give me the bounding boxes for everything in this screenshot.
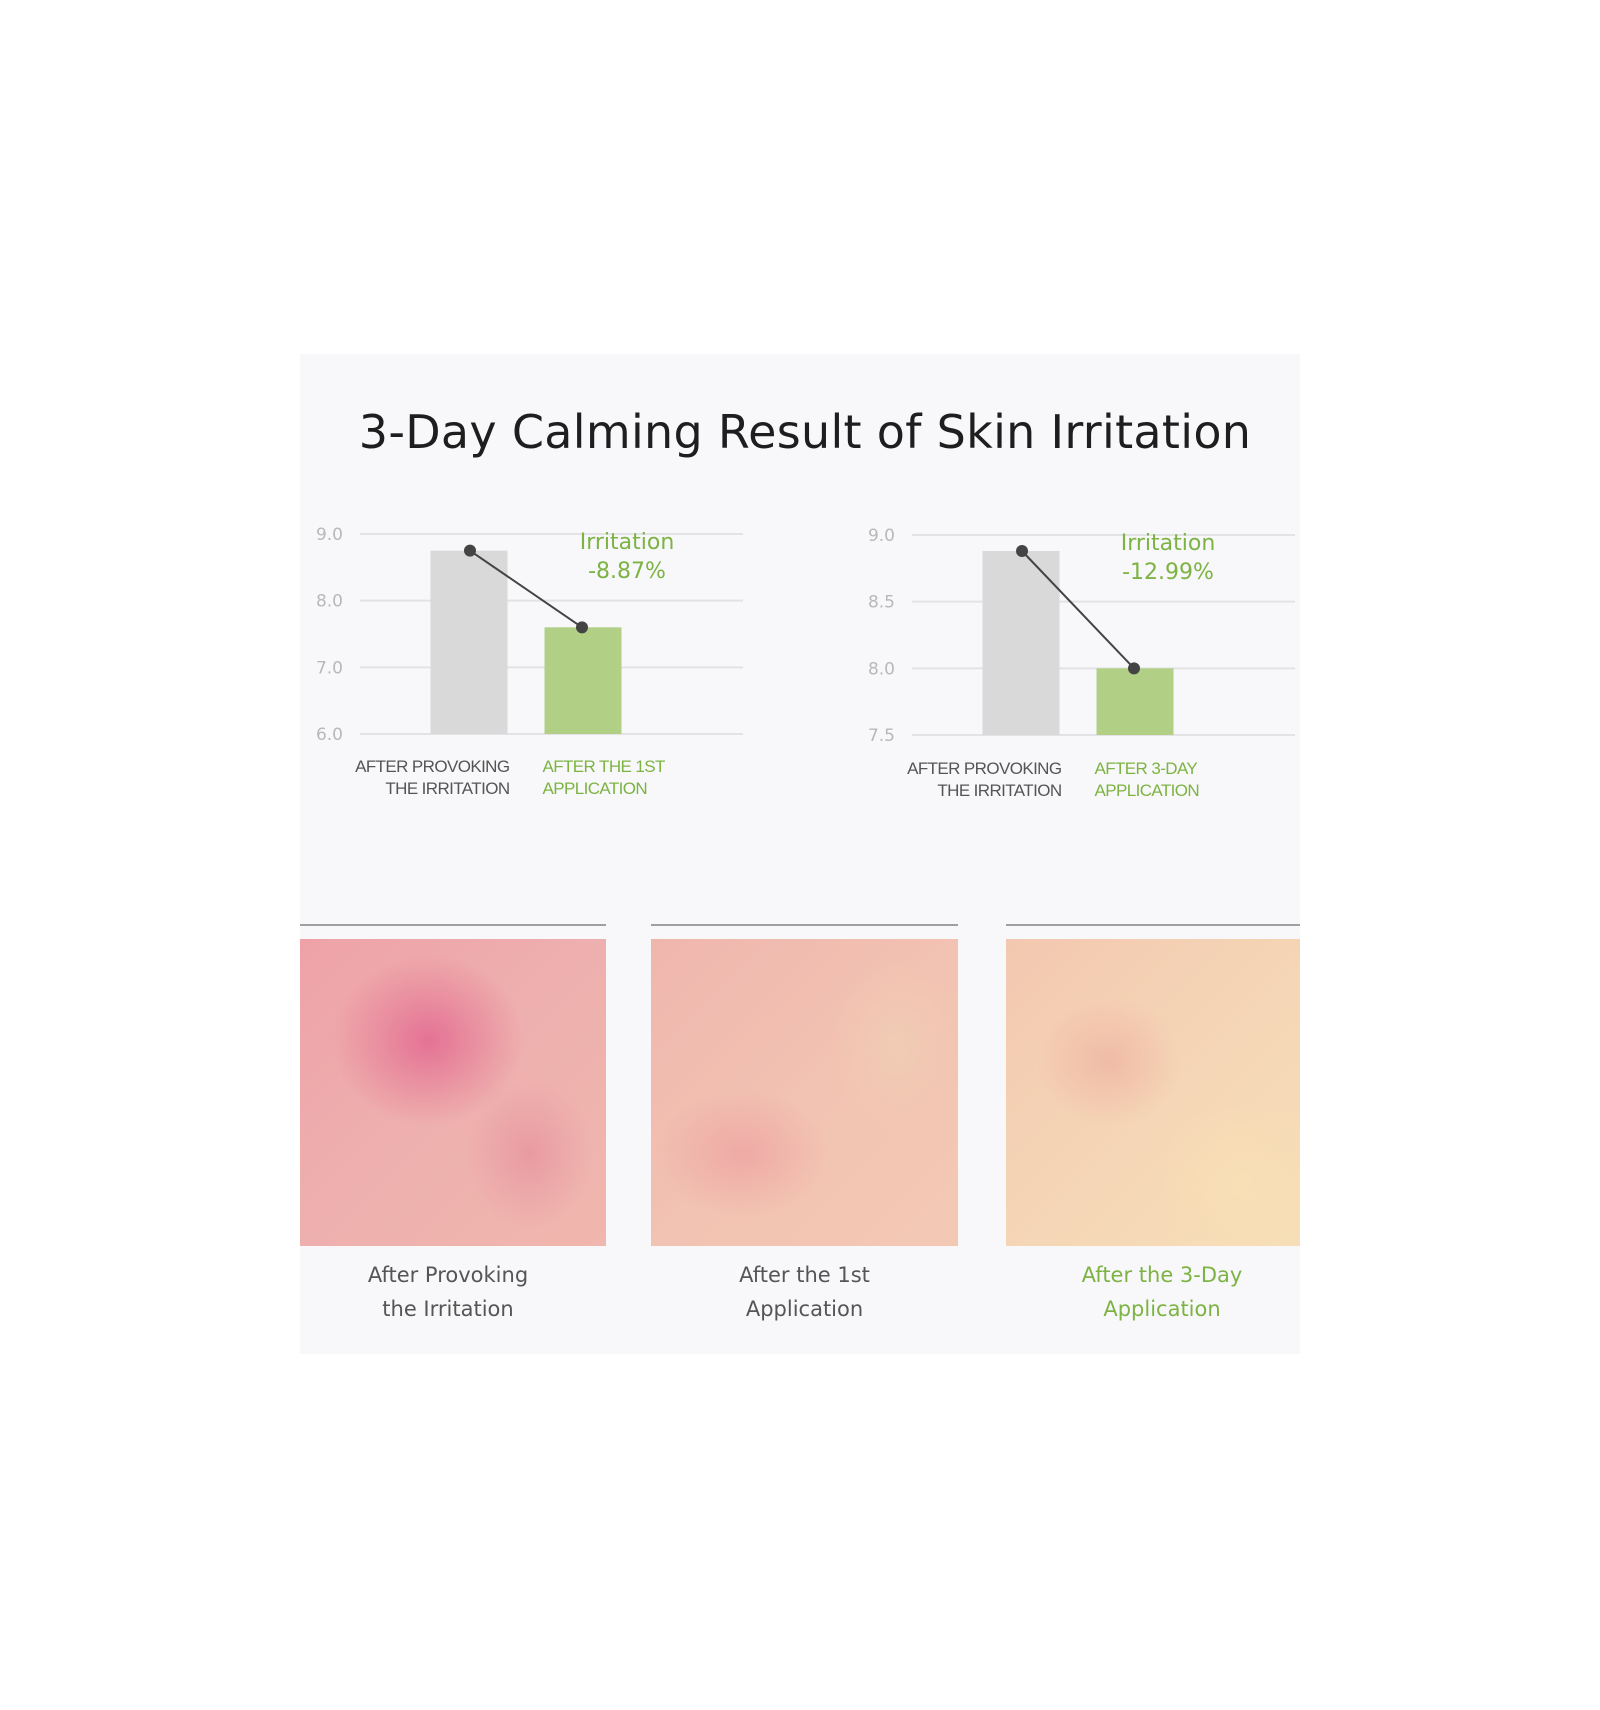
caption-line: Application (745, 1297, 864, 1321)
bar-baseline (430, 550, 508, 734)
x-category-label: AFTER THE 1ST (543, 757, 665, 776)
chart-3-day-application: 9.0 8.5 8.0 7.5 Irritation -12.99% AFTER PROVO… (868, 526, 1295, 800)
x-category-label: THE IRRITATION (937, 781, 1061, 800)
page-title: 3-Day Calming Result of Skin Irritation (358, 405, 1252, 459)
photo-caption: After Provoking the Irritation (300, 1258, 596, 1326)
photo-caption: After the 3-Day Application (1006, 1258, 1318, 1326)
bar-result (544, 627, 622, 734)
annotation-label: Irritation (580, 530, 675, 555)
x-category-label: AFTER PROVOKING (355, 757, 509, 776)
caption-line: After Provoking (367, 1263, 529, 1287)
divider (1006, 924, 1300, 926)
divider (300, 924, 606, 926)
chart-first-application: 9.0 8.0 7.0 6.0 Irritation -8.87% AFTER PROVOK… (316, 525, 743, 798)
skin-photo-after-1st (651, 939, 958, 1246)
divider (651, 924, 958, 926)
bar-result (1096, 668, 1174, 735)
bar-baseline (982, 551, 1060, 735)
y-tick-label: 8.0 (316, 592, 343, 612)
caption-line: After the 1st (739, 1263, 870, 1287)
y-tick-label: 9.0 (868, 526, 895, 546)
x-category-label: AFTER 3-DAY (1095, 759, 1198, 778)
y-tick-label: 6.0 (316, 725, 343, 745)
annotation-label: -8.87% (588, 559, 666, 584)
caption-line: After the 3-Day (1081, 1263, 1243, 1287)
x-category-label: AFTER PROVOKING (907, 759, 1061, 778)
y-tick-label: 8.5 (868, 593, 895, 613)
data-point (1016, 545, 1028, 557)
skin-photo-after-3-day (1006, 939, 1300, 1246)
y-tick-label: 9.0 (316, 525, 343, 545)
annotation-label: -12.99% (1122, 560, 1214, 585)
x-category-label: THE IRRITATION (385, 779, 509, 798)
y-tick-label: 7.0 (316, 658, 343, 678)
x-category-label: APPLICATION (1095, 781, 1200, 800)
connector-line (1021, 550, 1135, 670)
caption-line: the Irritation (382, 1297, 514, 1321)
skin-photo-after-provoking (300, 939, 606, 1246)
y-tick-label: 7.5 (868, 726, 895, 746)
connector-line (469, 549, 583, 629)
x-category-label: APPLICATION (543, 779, 648, 798)
photo-caption: After the 1st Application (651, 1258, 958, 1326)
data-point (576, 621, 588, 634)
annotation-label: Irritation (1121, 531, 1216, 556)
caption-line: Application (1103, 1297, 1221, 1321)
data-point (464, 544, 476, 557)
data-point (1128, 662, 1140, 675)
y-tick-label: 8.0 (868, 659, 895, 679)
